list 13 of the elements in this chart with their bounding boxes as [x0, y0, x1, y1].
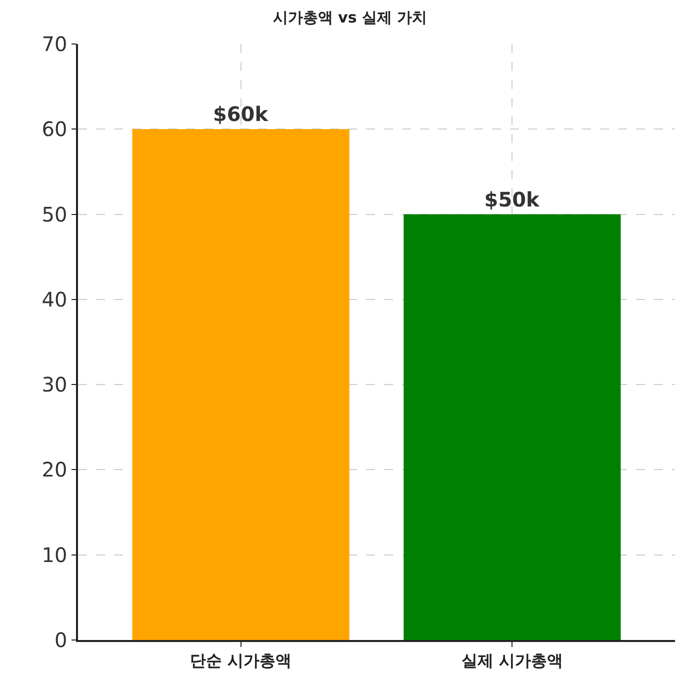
data-label: $50k [484, 187, 540, 212]
y-tick-label: 70 [42, 32, 68, 56]
y-tick-label: 40 [42, 287, 68, 312]
y-tick-label: 50 [42, 202, 68, 226]
chart-title: 시가총액 vs 실제 가치 [272, 8, 428, 26]
x-tick-label: 실제 시가총액 [461, 650, 563, 670]
x-tick-label: 단순 시가총액 [190, 650, 292, 670]
y-tick-label: 10 [42, 542, 68, 567]
data-label: $60k [212, 102, 269, 126]
y-tick-label: 60 [42, 117, 68, 142]
y-tick-label: 20 [42, 458, 68, 482]
y-tick-label: 30 [42, 372, 68, 397]
y-tick-label: 0 [54, 628, 68, 652]
